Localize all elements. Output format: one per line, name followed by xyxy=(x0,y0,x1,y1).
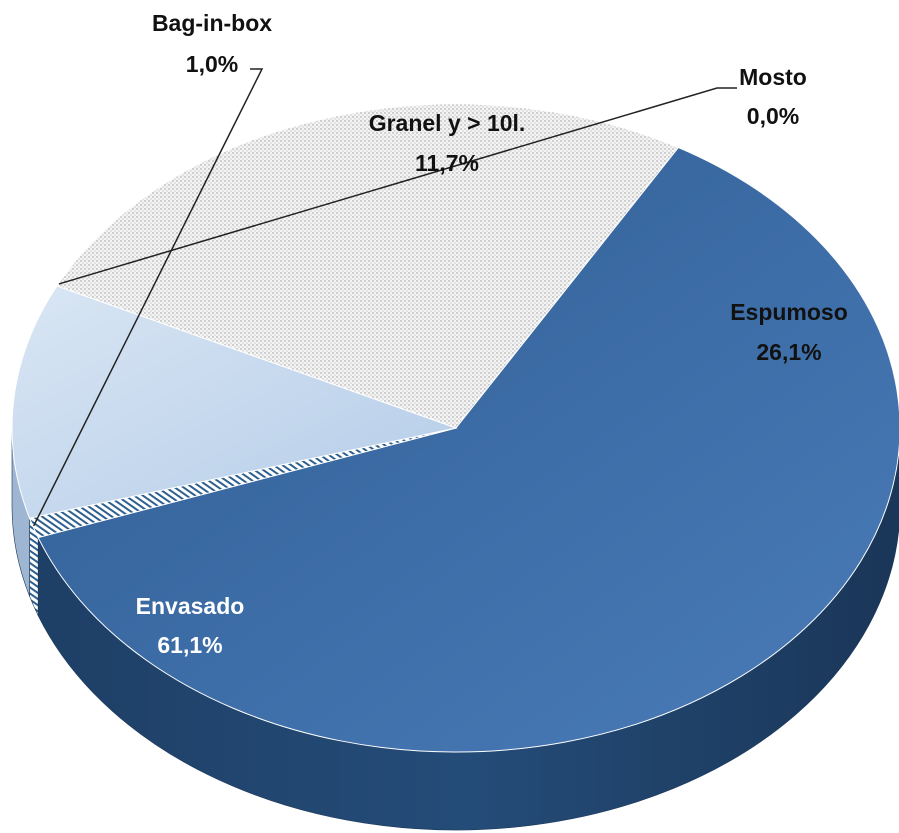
label-name-mosto: Mosto xyxy=(739,64,807,90)
label-value-envasado: 61,1% xyxy=(157,632,222,658)
label-name-granel: Granel y > 10l. xyxy=(369,110,526,136)
leader-lines xyxy=(32,68,737,527)
pie-slices xyxy=(11,103,899,753)
label-value-bag-in-box: 1,0% xyxy=(186,51,238,77)
labels: Bag-in-box 1,0% Mosto 0,0% Granel y > 10… xyxy=(136,10,848,658)
slice-granel-y-10l- xyxy=(11,285,458,519)
label-value-mosto: 0,0% xyxy=(747,103,799,129)
label-name-bag-in-box: Bag-in-box xyxy=(152,10,272,36)
leader-line-mosto xyxy=(58,87,737,285)
slice-espumoso xyxy=(56,103,680,429)
label-value-espumoso: 26,1% xyxy=(756,339,821,365)
label-name-espumoso: Espumoso xyxy=(730,299,848,325)
leader-line-bag-in-box xyxy=(32,68,264,527)
slice-envasado xyxy=(37,146,899,753)
label-name-envasado: Envasado xyxy=(136,593,245,619)
label-value-granel: 11,7% xyxy=(415,150,479,176)
